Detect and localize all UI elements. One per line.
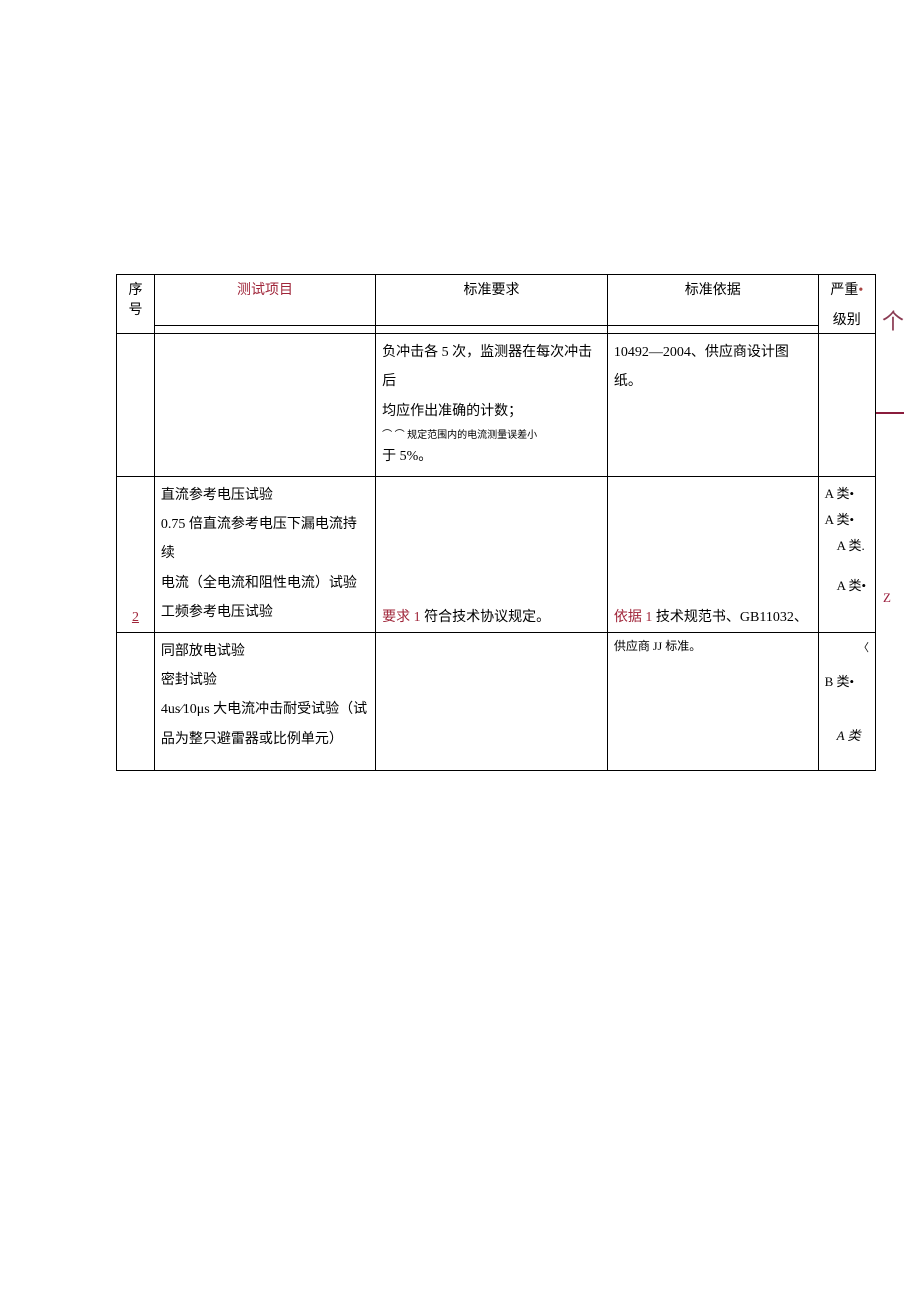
r2b-item: 同部放电试验 密封试验 4us∕10μs 大电流冲击耐受试验（试 品为整只避雷器… — [154, 632, 375, 771]
header-req: 标准要求 — [376, 275, 608, 326]
header-severity: 严重• 级别 — [818, 275, 875, 334]
r2b-basis: 供应商 JJ 标准。 — [607, 632, 818, 771]
r2a-item-l4: 工频参考电压试验 — [161, 598, 369, 627]
r2a-sev-3: A 类. — [825, 533, 869, 559]
r2b-sev-1: B 类• — [825, 669, 869, 695]
r1-basis-l2: 纸。 — [614, 367, 812, 396]
r1-req-l4: 于 5%。 — [382, 442, 601, 471]
r2a-sev-4: A 类• — [825, 573, 869, 599]
r2b-basis-l1: 供应商 JJ 标准。 — [614, 637, 812, 654]
r2a-req-text: 符合技术协议规定。 — [424, 610, 550, 625]
r2b-sev-angle: 〈 — [825, 637, 869, 659]
r2a-seq: 2 — [117, 476, 155, 632]
r2a-req-prefix: 要求 1 — [382, 610, 424, 625]
header-row-2 — [117, 326, 876, 334]
r2a-item: 直流参考电压试验 0.75 倍直流参考电压下漏电流持续 电流（全电流和阻性电流）… — [154, 476, 375, 632]
table-container: 序号 测试项目 标准要求 标准依据 严重• 级别 负冲击各 5 次，监测器在每次… — [116, 274, 876, 771]
r1-item — [154, 334, 375, 477]
row-1: 负冲击各 5 次，监测器在每次冲击后 均应作出准确的计数； ⌒ ⌒ 规定范围内的… — [117, 334, 876, 477]
row-2b: 同部放电试验 密封试验 4us∕10μs 大电流冲击耐受试验（试 品为整只避雷器… — [117, 632, 876, 771]
r2a-basis: 依据 1 技术规范书、GB11032、 — [607, 476, 818, 632]
r1-req-l1: 负冲击各 5 次，监测器在每次冲击后 — [382, 338, 601, 397]
header-seq: 序号 — [117, 275, 155, 334]
r2a-basis-text: 技术规范书、GB11032、 — [656, 610, 808, 625]
r1-basis-l1: 10492—2004、供应商设计图 — [614, 338, 812, 367]
r2a-item-l1: 直流参考电压试验 — [161, 481, 369, 510]
r1-req-l2: 均应作出准确的计数； — [382, 397, 601, 426]
r2a-sev-2: A 类• — [825, 507, 869, 533]
header-sev-line1: 严重• — [825, 279, 869, 299]
r2b-seq — [117, 632, 155, 771]
r2a-item-l2: 0.75 倍直流参考电压下漏电流持续 — [161, 510, 369, 569]
r2a-req: 要求 1 符合技术协议规定。 — [376, 476, 608, 632]
r1-sev — [818, 334, 875, 477]
header-sev-line2: 级别 — [825, 309, 869, 329]
r2b-sev-2: A 类 — [825, 723, 869, 749]
header-basis: 标准依据 — [607, 275, 818, 326]
r1-basis: 10492—2004、供应商设计图 纸。 — [607, 334, 818, 477]
header-row: 序号 测试项目 标准要求 标准依据 严重• 级别 — [117, 275, 876, 326]
decoration-hline — [876, 412, 904, 414]
row-2a: 2 直流参考电压试验 0.75 倍直流参考电压下漏电流持续 电流（全电流和阻性电… — [117, 476, 876, 632]
r2b-req — [376, 632, 608, 771]
r2b-sev: 〈 B 类• A 类 — [818, 632, 875, 771]
r2b-item-l3: 4us∕10μs 大电流冲击耐受试验（试 — [161, 695, 369, 724]
decoration-ge: 个 — [882, 304, 904, 336]
r2b-item-l1: 同部放电试验 — [161, 637, 369, 666]
r1-seq — [117, 334, 155, 477]
r2a-basis-prefix: 依据 1 — [614, 610, 656, 625]
r2a-seq-num: 2 — [132, 610, 139, 625]
r2b-item-l2: 密封试验 — [161, 666, 369, 695]
header-seq-text: 序号 — [123, 279, 148, 319]
spec-table: 序号 测试项目 标准要求 标准依据 严重• 级别 负冲击各 5 次，监测器在每次… — [116, 274, 876, 771]
r2a-item-l3: 电流（全电流和阻性电流）试验 — [161, 569, 369, 598]
r2a-sev: A 类• A 类• A 类. A 类• — [818, 476, 875, 632]
r2b-item-l4: 品为整只避雷器或比例单元） — [161, 725, 369, 754]
r1-req: 负冲击各 5 次，监测器在每次冲击后 均应作出准确的计数； ⌒ ⌒ 规定范围内的… — [376, 334, 608, 477]
decoration-z: Z — [883, 590, 891, 606]
r1-req-l3: ⌒ ⌒ 规定范围内的电流测量误差小 — [382, 426, 601, 442]
header-item: 测试项目 — [154, 275, 375, 326]
r2a-sev-1: A 类• — [825, 481, 869, 507]
